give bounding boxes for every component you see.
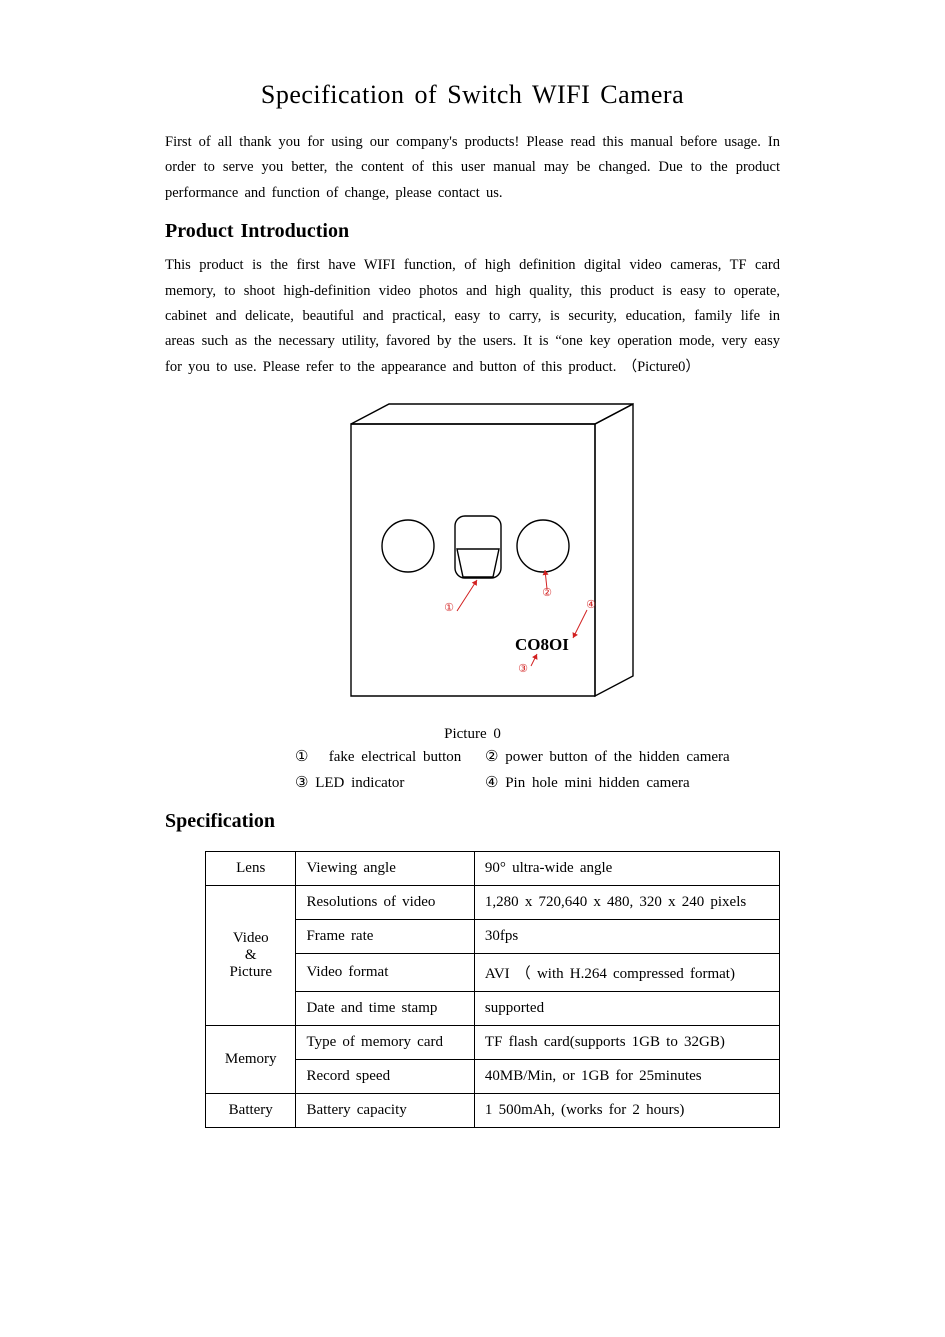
table-row: MemoryType of memory cardTF flash card(s… bbox=[206, 1026, 780, 1060]
svg-text:④: ④ bbox=[586, 599, 596, 611]
spec-value-cell: AVI （ with H.264 compressed format) bbox=[474, 954, 779, 992]
spec-parameter-cell: Viewing angle bbox=[296, 852, 474, 886]
spec-parameter-cell: Video format bbox=[296, 954, 474, 992]
spec-value-cell: 90° ultra-wide angle bbox=[474, 852, 779, 886]
intro-paragraph: First of all thank you for using our com… bbox=[165, 130, 780, 206]
table-row: Video&PictureResolutions of video1,280 x… bbox=[206, 886, 780, 920]
spec-value-cell: 30fps bbox=[474, 920, 779, 954]
spec-parameter-cell: Date and time stamp bbox=[296, 992, 474, 1026]
legend-row-1: ① fake electrical button ② power button … bbox=[295, 745, 730, 771]
spec-category-cell: Memory bbox=[206, 1026, 296, 1094]
spec-parameter-cell: Resolutions of video bbox=[296, 886, 474, 920]
device-line-drawing: CO8OI ① ② ③ ④ bbox=[293, 394, 653, 724]
legend-item-2: ② power button of the hidden camera bbox=[485, 745, 730, 771]
spec-category-cell: Video&Picture bbox=[206, 886, 296, 1026]
spec-value-cell: 1 500mAh, (works for 2 hours) bbox=[474, 1094, 779, 1128]
legend-item-1: ① fake electrical button bbox=[295, 745, 485, 771]
spec-category-cell: Lens bbox=[206, 852, 296, 886]
diagram-caption: Picture 0 bbox=[165, 726, 780, 743]
specification-table: LensViewing angle90° ultra-wide angleVid… bbox=[205, 851, 780, 1128]
spec-parameter-cell: Battery capacity bbox=[296, 1094, 474, 1128]
product-introduction-paragraph: This product is the first have WIFI func… bbox=[165, 253, 780, 380]
document-page: Specification of Switch WIFI Camera Firs… bbox=[0, 0, 945, 1188]
spec-value-cell: 1,280 x 720,640 x 480, 320 x 240 pixels bbox=[474, 886, 779, 920]
spec-value-cell: 40MB/Min, or 1GB for 25minutes bbox=[474, 1060, 779, 1094]
spec-value-cell: supported bbox=[474, 992, 779, 1026]
table-row: LensViewing angle90° ultra-wide angle bbox=[206, 852, 780, 886]
spec-parameter-cell: Frame rate bbox=[296, 920, 474, 954]
legend-row-2: ③ LED indicator ④ Pin hole mini hidden c… bbox=[295, 771, 690, 797]
diagram-legend: ① fake electrical button ② power button … bbox=[295, 745, 780, 796]
svg-text:CO8OI: CO8OI bbox=[515, 635, 569, 654]
spec-category-cell: Battery bbox=[206, 1094, 296, 1128]
device-diagram: CO8OI ① ② ③ ④ bbox=[165, 394, 780, 724]
spec-parameter-cell: Record speed bbox=[296, 1060, 474, 1094]
svg-text:③: ③ bbox=[518, 663, 528, 675]
legend-item-4: ④ Pin hole mini hidden camera bbox=[485, 771, 690, 797]
legend-item-3: ③ LED indicator bbox=[295, 771, 485, 797]
spec-value-cell: TF flash card(supports 1GB to 32GB) bbox=[474, 1026, 779, 1060]
section-product-introduction-heading: Product Introduction bbox=[165, 220, 780, 243]
svg-text:②: ② bbox=[542, 587, 552, 599]
section-specification-heading: Specification bbox=[165, 810, 780, 833]
spec-parameter-cell: Type of memory card bbox=[296, 1026, 474, 1060]
page-title: Specification of Switch WIFI Camera bbox=[165, 80, 780, 110]
table-row: BatteryBattery capacity1 500mAh, (works … bbox=[206, 1094, 780, 1128]
svg-text:①: ① bbox=[444, 602, 454, 614]
